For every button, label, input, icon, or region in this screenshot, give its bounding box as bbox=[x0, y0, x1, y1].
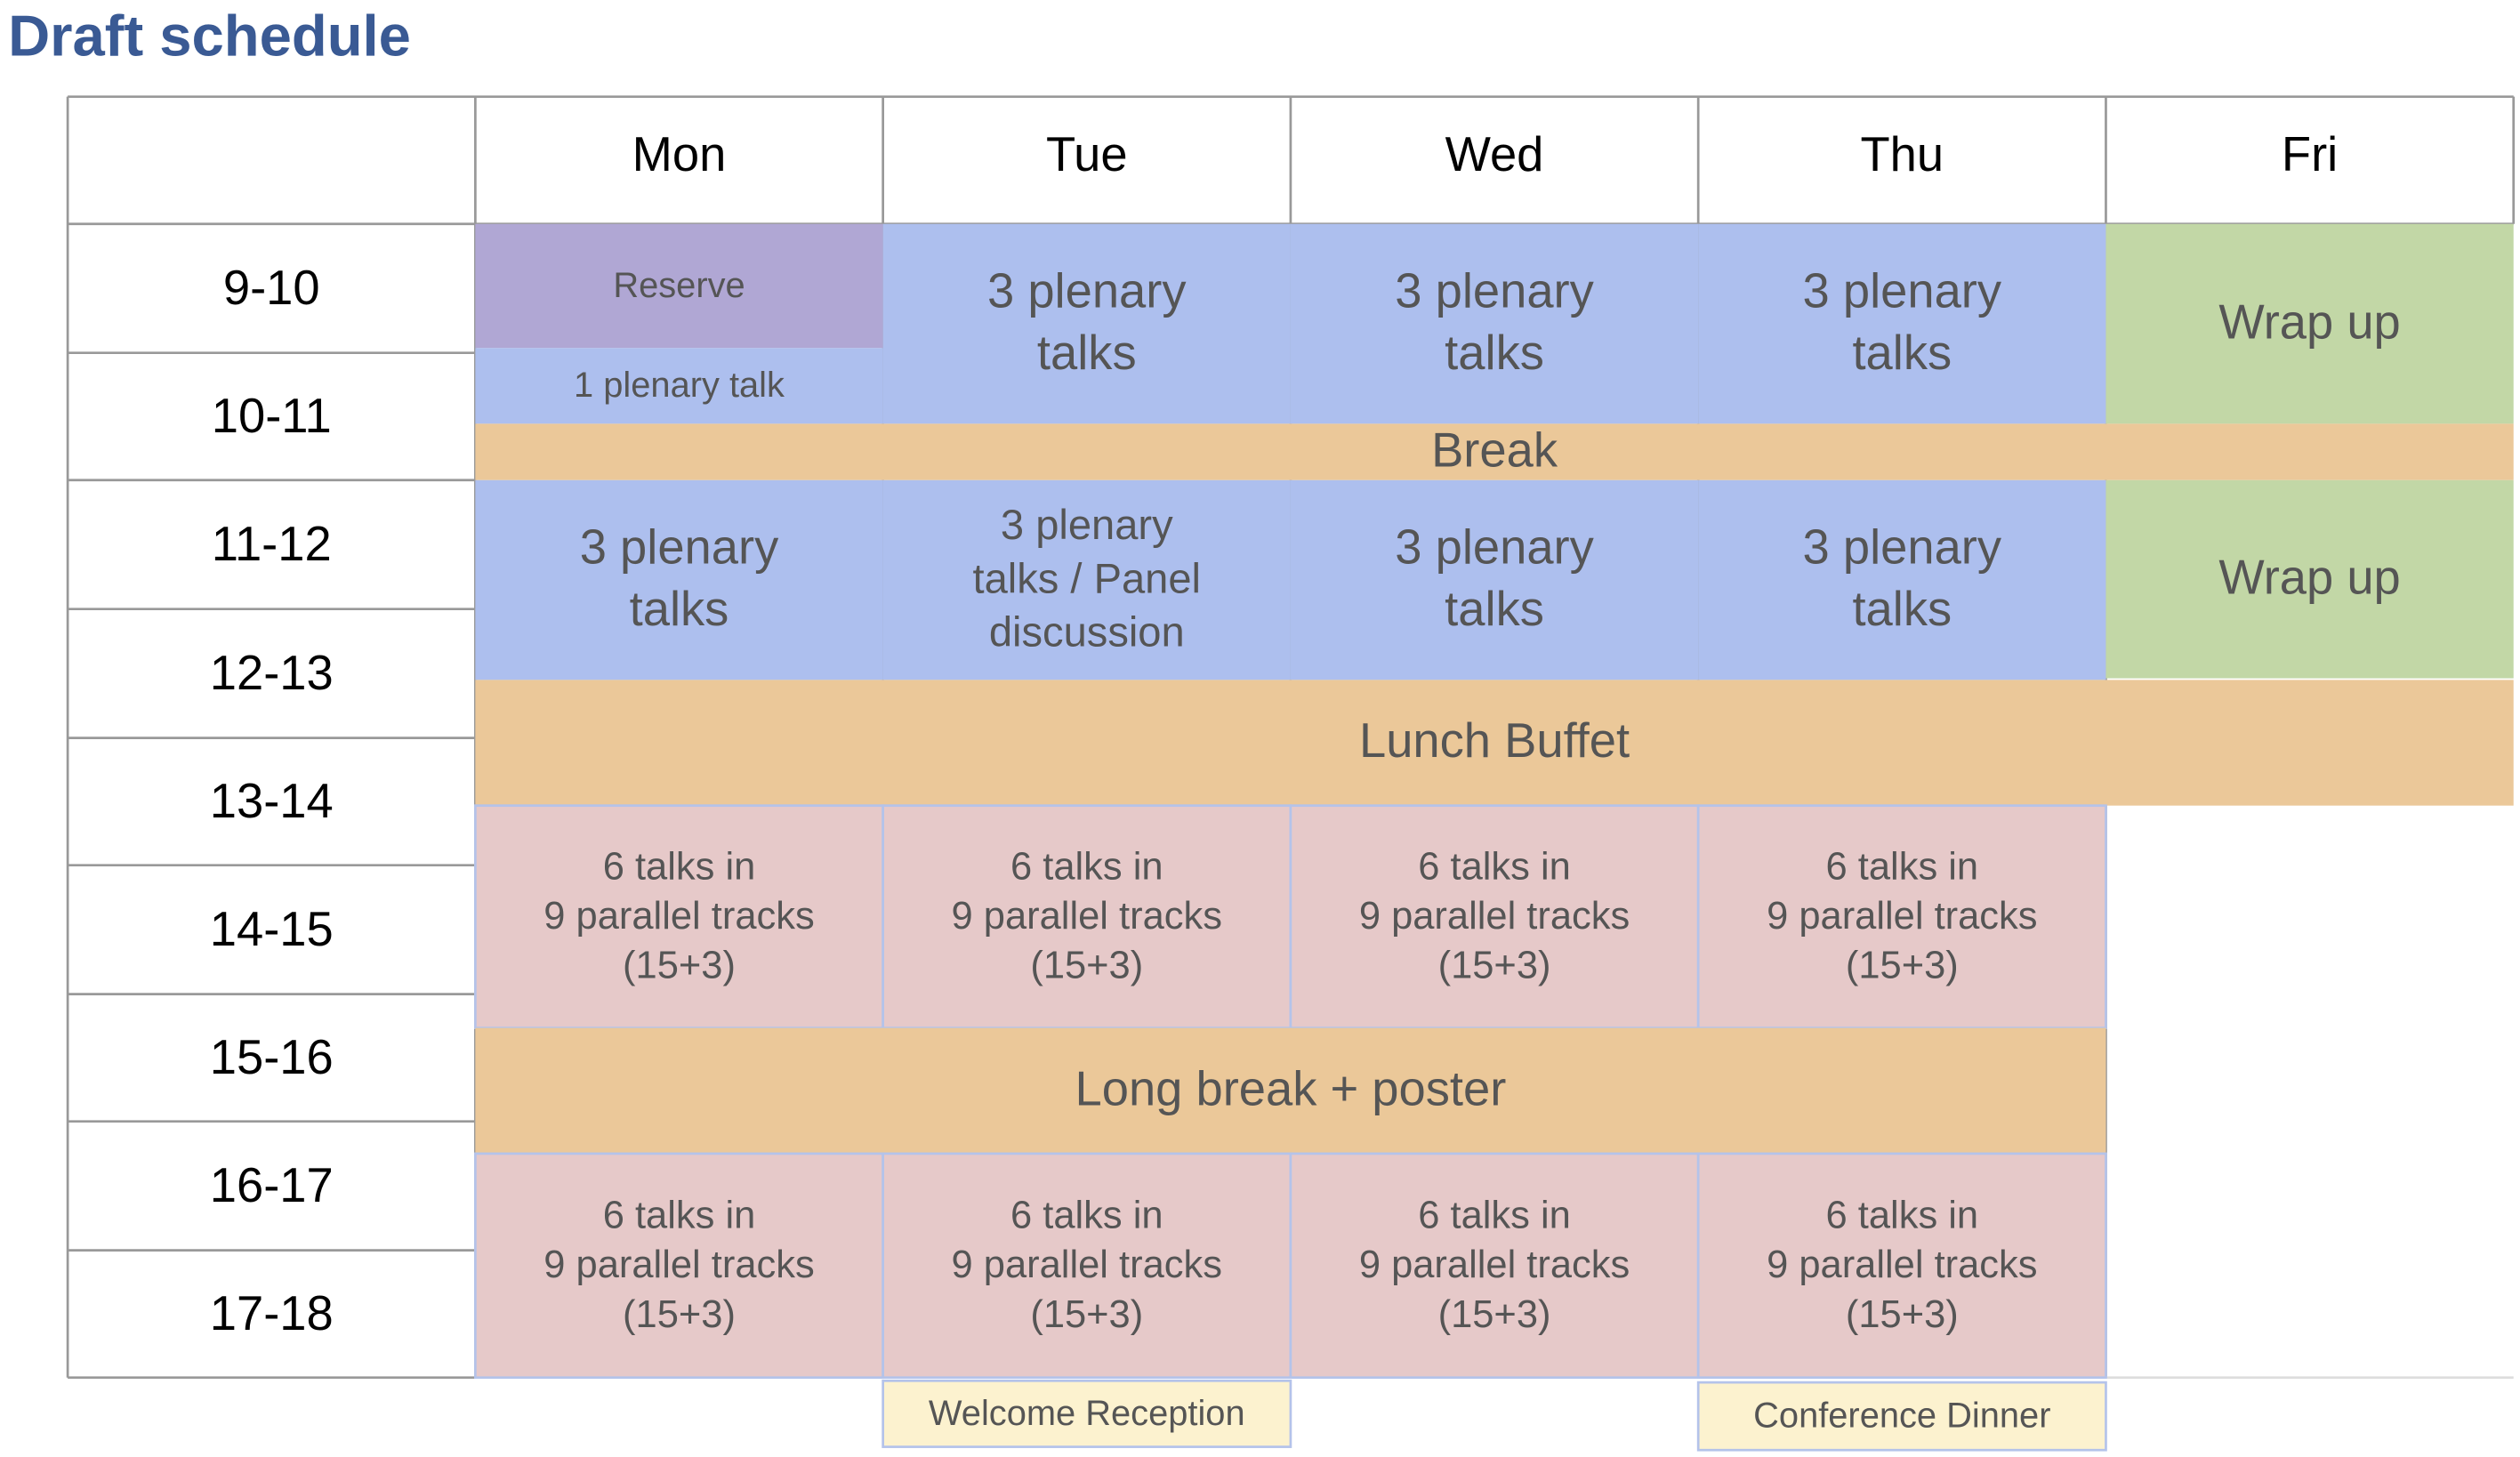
event-label: 9 parallel tracks bbox=[1359, 1244, 1630, 1286]
event-block bbox=[475, 479, 883, 680]
event-label: 3 plenary bbox=[1803, 264, 2002, 318]
event-block bbox=[474, 1152, 885, 1380]
event-block bbox=[1696, 1381, 2107, 1452]
event-label: Long break + poster bbox=[1075, 1061, 1507, 1115]
event-block bbox=[882, 804, 1292, 1029]
time-label: 17-18 bbox=[210, 1286, 334, 1340]
event-block bbox=[1698, 223, 2106, 424]
event-block bbox=[882, 223, 1291, 424]
event-label: 3 plenary bbox=[1395, 520, 1594, 575]
day-header: Thu bbox=[1861, 127, 1944, 181]
event-label: Reserve bbox=[613, 266, 745, 305]
event-label: talks / Panel bbox=[973, 554, 1201, 601]
event-block bbox=[1696, 804, 2107, 1029]
event-block bbox=[475, 423, 2514, 480]
time-label: 11-12 bbox=[212, 517, 332, 571]
event-label: (15+3) bbox=[1030, 1293, 1143, 1336]
event-block bbox=[475, 348, 883, 424]
event-label: 9 parallel tracks bbox=[952, 895, 1222, 938]
event-label: Wrap up bbox=[2218, 294, 2400, 349]
event-label: talks bbox=[1037, 326, 1137, 380]
day-header: Wed bbox=[1445, 127, 1544, 181]
event-label: talks bbox=[1852, 326, 1952, 380]
event-label: 9 parallel tracks bbox=[543, 895, 814, 938]
event-block bbox=[1289, 804, 1700, 1029]
event-block bbox=[882, 479, 1291, 680]
event-label: 3 plenary bbox=[580, 520, 779, 575]
event-label: 6 talks in bbox=[603, 1194, 756, 1236]
event-label: (15+3) bbox=[623, 1293, 736, 1336]
event-label: 3 plenary bbox=[1001, 501, 1173, 548]
event-label: 6 talks in bbox=[1010, 1194, 1163, 1236]
day-header: Tue bbox=[1046, 127, 1128, 181]
event-label: 6 talks in bbox=[603, 845, 756, 888]
time-label: 15-16 bbox=[210, 1030, 334, 1084]
event-block bbox=[475, 680, 2514, 806]
event-label: (15+3) bbox=[1030, 945, 1143, 987]
event-label: Lunch Buffet bbox=[1359, 713, 1630, 768]
event-label: 3 plenary bbox=[1803, 520, 2002, 575]
event-block bbox=[475, 223, 883, 349]
time-label: 13-14 bbox=[210, 774, 334, 828]
event-label: talks bbox=[1445, 582, 1544, 636]
event-label: Welcome Reception bbox=[929, 1394, 1245, 1433]
time-label: 10-11 bbox=[212, 389, 332, 443]
title: Draft schedule bbox=[8, 4, 411, 68]
event-block bbox=[1290, 223, 1699, 424]
event-label: 9 parallel tracks bbox=[543, 1244, 814, 1286]
event-block bbox=[1289, 1152, 1700, 1380]
time-label: 16-17 bbox=[210, 1158, 334, 1212]
event-label: talks bbox=[630, 582, 729, 636]
event-label: (15+3) bbox=[1846, 1293, 1959, 1336]
event-label: (15+3) bbox=[623, 945, 736, 987]
time-label: 14-15 bbox=[210, 902, 334, 956]
event-label: Conference Dinner bbox=[1753, 1397, 2050, 1436]
event-block bbox=[475, 1027, 2106, 1154]
event-label: 9 parallel tracks bbox=[1767, 1244, 2037, 1286]
event-block bbox=[2105, 223, 2514, 424]
event-label: 9 parallel tracks bbox=[1767, 895, 2037, 938]
time-label: 9-10 bbox=[223, 261, 320, 315]
event-label: (15+3) bbox=[1846, 945, 1959, 987]
event-label: 6 talks in bbox=[1418, 1194, 1571, 1236]
event-label: 6 talks in bbox=[1010, 845, 1163, 888]
event-label: Break bbox=[1431, 423, 1558, 477]
event-label: 6 talks in bbox=[1418, 845, 1571, 888]
event-label: 3 plenary bbox=[1395, 264, 1594, 318]
event-label: 6 talks in bbox=[1826, 845, 1979, 888]
event-label: 9 parallel tracks bbox=[1359, 895, 1630, 938]
time-label: 12-13 bbox=[210, 646, 334, 700]
event-block bbox=[474, 804, 885, 1029]
day-header: Mon bbox=[632, 127, 727, 181]
event-label: 6 talks in bbox=[1826, 1194, 1979, 1236]
event-label: (15+3) bbox=[1438, 945, 1551, 987]
event-label: (15+3) bbox=[1438, 1293, 1551, 1336]
event-label: talks bbox=[1445, 326, 1544, 380]
event-block bbox=[1290, 479, 1699, 680]
event-label: discussion bbox=[989, 608, 1185, 656]
event-block bbox=[882, 1379, 1292, 1448]
event-block bbox=[1696, 1152, 2107, 1380]
event-block bbox=[2105, 479, 2514, 679]
event-label: 9 parallel tracks bbox=[952, 1244, 1222, 1286]
event-label: talks bbox=[1852, 582, 1952, 636]
event-block bbox=[1698, 479, 2106, 680]
event-label: 3 plenary bbox=[987, 264, 1187, 318]
day-header: Fri bbox=[2282, 127, 2338, 181]
event-label: Wrap up bbox=[2218, 550, 2400, 604]
event-label: 1 plenary talk bbox=[574, 366, 785, 405]
